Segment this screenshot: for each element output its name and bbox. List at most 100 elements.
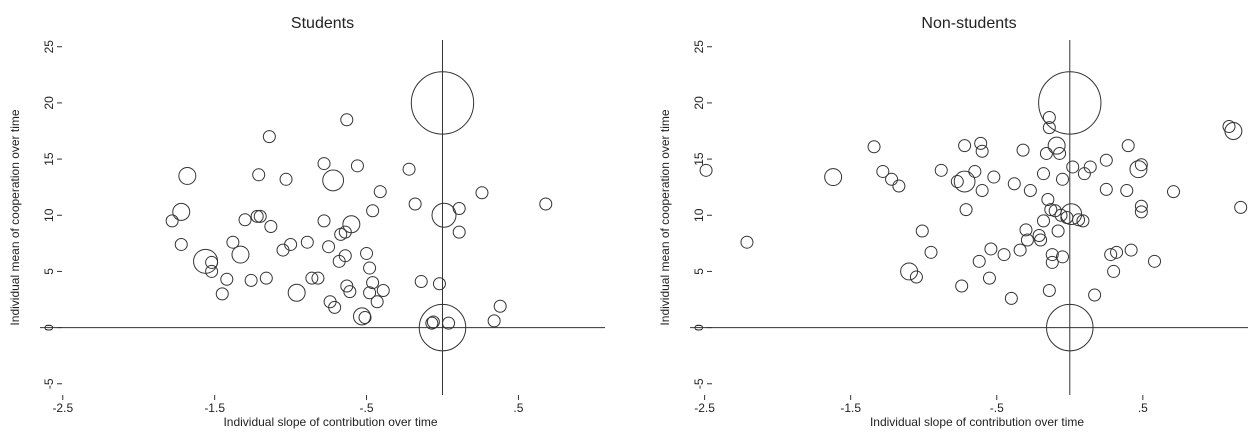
bubble (974, 136, 988, 150)
bubble (205, 264, 219, 278)
bubble (418, 303, 467, 352)
bubble (1099, 153, 1113, 167)
bubble (373, 185, 387, 199)
bubble (262, 130, 276, 144)
bubble (975, 144, 989, 158)
bubble (343, 285, 357, 299)
bubble (539, 197, 553, 211)
x-tick-label: -1.5 (840, 401, 861, 415)
x-tick-label: -.5 (990, 401, 1004, 415)
bubble (1045, 255, 1059, 269)
bubble (311, 271, 325, 285)
bubble (958, 139, 972, 153)
bubble (363, 286, 377, 300)
bubble (824, 168, 843, 187)
bubble (410, 71, 475, 135)
bubble (284, 237, 298, 251)
bubble (699, 163, 713, 177)
bubble (350, 159, 364, 173)
bubble (1038, 71, 1102, 135)
bubble (426, 315, 440, 329)
bubble (250, 209, 264, 223)
bubble (287, 283, 306, 302)
bubble (322, 169, 345, 192)
bubble (1120, 184, 1134, 198)
bubble (1004, 291, 1018, 305)
bubble (1099, 182, 1113, 196)
x-tick-label: -2.5 (694, 401, 715, 415)
bubble (1076, 214, 1090, 228)
bubble (740, 235, 754, 249)
bubble (300, 235, 314, 249)
bubble (205, 255, 219, 269)
bubble (1072, 213, 1086, 227)
bubble (915, 224, 929, 238)
bubble (358, 310, 372, 324)
bubble (279, 172, 293, 186)
bubble (1222, 120, 1236, 134)
bubble (982, 271, 996, 285)
bubble (252, 168, 266, 182)
y-tick-label: 20 (692, 96, 706, 110)
x-tick-label: -.5 (360, 401, 374, 415)
y-tick-label: 20 (42, 96, 56, 110)
x-tick-label: .5 (1138, 401, 1148, 415)
bubble (363, 261, 377, 275)
y-tick-label: -5 (42, 378, 56, 389)
bubble (987, 170, 1001, 184)
bubble (1044, 203, 1058, 217)
bubble (366, 276, 380, 290)
bubble (1051, 224, 1065, 238)
bubble (1034, 233, 1048, 247)
bubble (174, 237, 188, 251)
bubble (972, 254, 986, 268)
bubble (452, 202, 466, 216)
chart-title: Students (291, 15, 354, 32)
y-tick-label: 15 (42, 152, 56, 166)
bubble (317, 214, 331, 228)
y-tick-label: 10 (692, 208, 706, 222)
y-tick-label: -5 (692, 378, 706, 389)
y-tick-label: 5 (692, 268, 706, 275)
bubble (975, 184, 989, 198)
bubble (1088, 288, 1102, 302)
bubble (1055, 172, 1069, 186)
x-axis-label: Individual slope of contribution over ti… (870, 415, 1084, 429)
bubble (955, 279, 969, 293)
bubble (1042, 284, 1056, 298)
x-tick-label: .5 (513, 401, 523, 415)
bubble (338, 225, 352, 239)
bubble (1129, 160, 1148, 179)
bubble (328, 300, 342, 314)
x-axis-label: Individual slope of contribution over ti… (223, 415, 437, 429)
x-tick-label: -2.5 (52, 401, 73, 415)
chart-title: Non-students (921, 15, 1016, 32)
bubble (432, 277, 446, 291)
bubble (953, 170, 976, 193)
bubble (226, 235, 240, 249)
bubble (1148, 254, 1162, 268)
bubble (1124, 243, 1138, 257)
bubble (425, 316, 439, 330)
bubble (1053, 146, 1067, 160)
bubble (1042, 111, 1056, 125)
bubble (950, 175, 964, 189)
bubble (402, 162, 416, 176)
y-tick-label: 25 (692, 40, 706, 54)
bubble (431, 202, 457, 228)
bubble (493, 299, 507, 313)
bubble (1055, 250, 1069, 264)
y-axis-label: Individual mean of cooperation over time (8, 109, 22, 325)
bubble (305, 271, 319, 285)
bubble (1083, 160, 1097, 174)
bubble (231, 245, 250, 264)
bubble (1167, 185, 1181, 199)
bubble (876, 164, 890, 178)
bubble (1039, 146, 1053, 160)
y-tick-label: 15 (692, 152, 706, 166)
bubble (220, 272, 234, 286)
y-tick-label: 10 (42, 208, 56, 222)
bubble (1045, 248, 1059, 262)
bubble (1036, 167, 1050, 181)
bubble (1224, 122, 1243, 140)
